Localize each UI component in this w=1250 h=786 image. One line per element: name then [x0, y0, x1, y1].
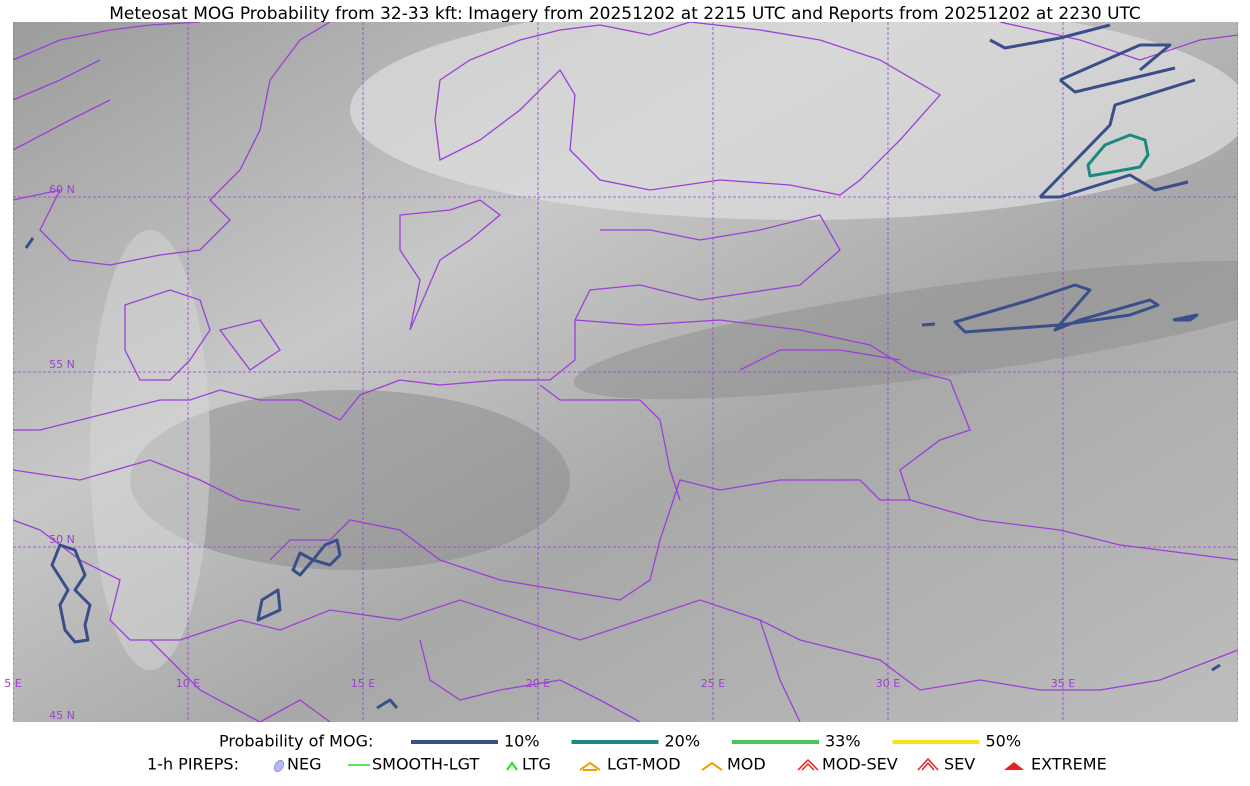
- lat-label: 45 N: [49, 709, 75, 722]
- legend-label: SEV: [944, 755, 975, 774]
- neg-icon: [273, 759, 285, 773]
- legend-label: EXTREME: [1031, 755, 1107, 774]
- extreme-icon: [1004, 762, 1024, 770]
- legend-label: MOD-SEV: [822, 755, 898, 774]
- mog-contours: [24, 23, 1221, 710]
- pirep-legend: 1-h PIREPS: NEG SMOOTH-LGT LTG LGT-MOD MOD MOD…: [147, 755, 1107, 774]
- map-title: Meteosat MOG Probability from 32-33 kft:…: [109, 4, 1141, 24]
- legend-title: 1-h PIREPS:: [147, 755, 239, 774]
- legend-label: MOD: [727, 755, 766, 774]
- lon-label: 20 E: [526, 677, 550, 690]
- legend-label: NEG: [287, 755, 321, 774]
- map-area: [13, 22, 1238, 722]
- legend-label: LGT-MOD: [607, 755, 681, 774]
- lat-label: 55 N: [49, 358, 75, 371]
- legend-label: 33%: [825, 732, 861, 751]
- lon-label: 5 E: [4, 677, 21, 690]
- legend-label: 20%: [665, 732, 701, 751]
- probability-legend: Probability of MOG: 10% 20% 33% 50%: [219, 732, 1021, 751]
- lat-label: 50 N: [49, 533, 75, 546]
- graticule: [13, 22, 1238, 722]
- ltg-icon: [506, 761, 518, 771]
- lon-label: 30 E: [876, 677, 900, 690]
- bright-streak: [90, 230, 210, 670]
- dark-area: [130, 390, 570, 570]
- dark-band: [573, 260, 1238, 400]
- grid-labels: 60 N 55 N 50 N 45 N 5 E 10 E 15 E 20 E 25 E 30 E 3…: [4, 183, 1075, 722]
- lon-label: 15 E: [351, 677, 375, 690]
- legend: Probability of MOG: 10% 20% 33% 50% 1-h PIRE…: [147, 732, 1107, 774]
- lon-label: 25 E: [701, 677, 725, 690]
- lgt-mod-icon: [579, 761, 601, 771]
- mod-sev-icon: [797, 758, 819, 771]
- mod-icon: [701, 761, 723, 771]
- legend-label: SMOOTH-LGT: [372, 755, 479, 774]
- lon-label: 10 E: [176, 677, 200, 690]
- coastlines: [13, 22, 1238, 722]
- bright-cloud: [350, 22, 1238, 220]
- legend-label: 10%: [504, 732, 540, 751]
- legend-label: 50%: [986, 732, 1022, 751]
- legend-label: LTG: [522, 755, 551, 774]
- lon-label: 35 E: [1051, 677, 1075, 690]
- legend-title: Probability of MOG:: [219, 732, 373, 751]
- sev-icon: [917, 757, 939, 771]
- lat-label: 60 N: [49, 183, 75, 196]
